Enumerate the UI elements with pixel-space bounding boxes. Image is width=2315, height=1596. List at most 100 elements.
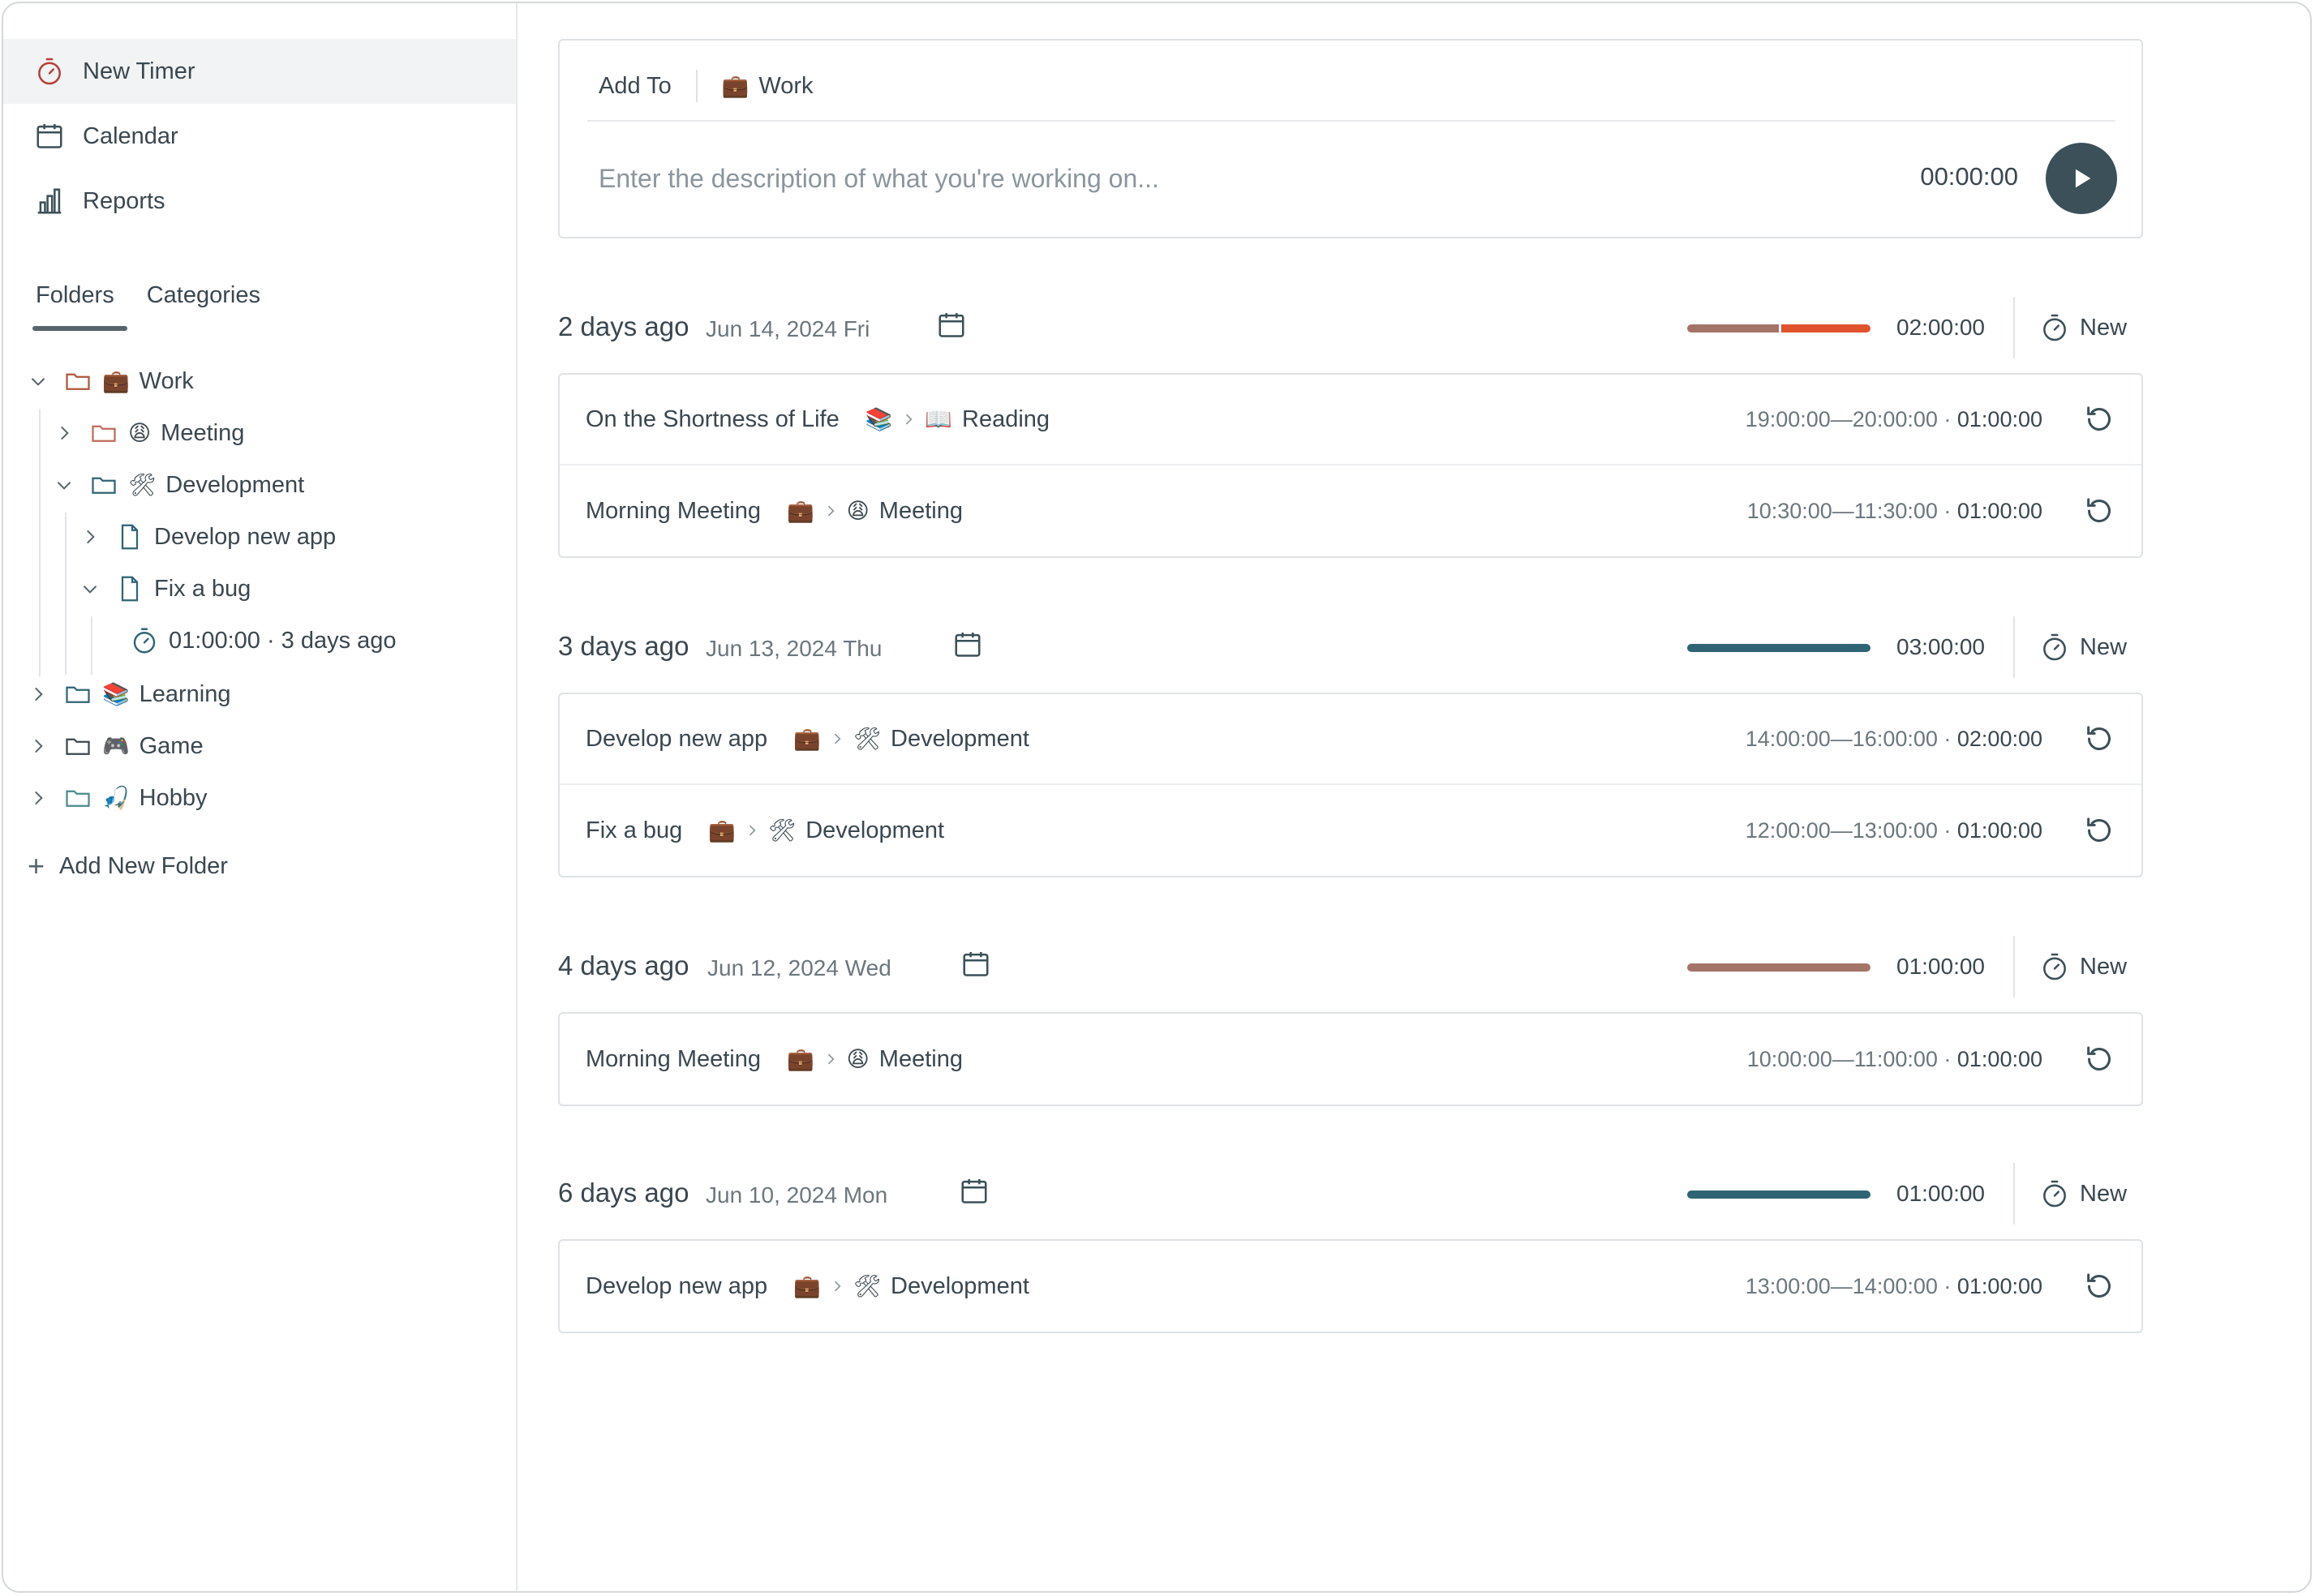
restart-icon[interactable] bbox=[2083, 814, 2115, 847]
chevron-right-icon bbox=[749, 825, 756, 836]
tree-folder-game[interactable]: 🎮 Game bbox=[28, 722, 204, 770]
restart-icon[interactable] bbox=[2083, 495, 2115, 527]
folder-icon bbox=[66, 738, 90, 755]
day-progress-bar bbox=[1687, 1191, 1870, 1199]
tree-folder-meeting[interactable]: 😩 Meeting bbox=[54, 409, 244, 457]
time-entry-row[interactable]: Develop new app 💼 🛠 Development 13:00:00—14:… bbox=[560, 1241, 2141, 1332]
entry-breadcrumb: 📚 📖 Reading bbox=[865, 406, 1050, 433]
entry-sub-emoji: 🛠 bbox=[853, 1274, 882, 1299]
entry-folder-emoji: 💼 bbox=[793, 1274, 821, 1299]
divider bbox=[695, 70, 698, 102]
chevron-down-icon[interactable] bbox=[79, 578, 101, 599]
entry-range: 19:00:00—20:00:00 bbox=[1745, 406, 1938, 431]
tree-timer-record[interactable]: 01:00:00 · 3 days ago bbox=[130, 616, 397, 665]
calendar-icon[interactable] bbox=[936, 310, 967, 341]
time-entry-list: Develop new app 💼 🛠 Development 13:00:00—14:… bbox=[558, 1239, 2143, 1333]
entry-folder-emoji: 💼 bbox=[793, 727, 821, 752]
entry-sub-label: Development bbox=[805, 817, 945, 843]
document-icon bbox=[121, 576, 139, 602]
day-date: Jun 10, 2024 Mon bbox=[706, 1182, 888, 1208]
description-input[interactable] bbox=[599, 154, 1815, 203]
tree-task-develop-new-app[interactable]: Develop new app bbox=[79, 513, 336, 561]
time-entry-row[interactable]: Fix a bug 💼 🛠 Development 12:00:00—13:00:00 … bbox=[560, 785, 2141, 876]
day-date: Jun 13, 2024 Thu bbox=[706, 636, 883, 661]
tab-categories[interactable]: Categories bbox=[146, 282, 260, 308]
new-timer-button[interactable]: New bbox=[2039, 629, 2127, 665]
start-timer-button[interactable] bbox=[2046, 143, 2117, 214]
chevron-right-icon[interactable] bbox=[28, 787, 49, 809]
chevron-down-icon[interactable] bbox=[54, 474, 75, 496]
time-entry-row[interactable]: Morning Meeting 💼 😩 Meeting 10:30:00—11:30:0… bbox=[560, 466, 2141, 556]
day-relative: 6 days ago bbox=[558, 1178, 689, 1208]
tree-folder-label: Hobby bbox=[139, 784, 208, 811]
calendar-icon[interactable] bbox=[959, 1176, 990, 1207]
restart-icon[interactable] bbox=[2083, 1043, 2115, 1075]
time-entry-row[interactable]: Develop new app 💼 🛠 Development 14:00:00—16:… bbox=[560, 694, 2141, 785]
new-timer-button[interactable]: New bbox=[2039, 1176, 2127, 1212]
add-to-selector[interactable]: Add To 💼 Work bbox=[599, 62, 814, 110]
calendar-icon[interactable] bbox=[960, 949, 991, 980]
new-label: New bbox=[2080, 633, 2128, 660]
entry-sub-emoji: 📖 bbox=[925, 407, 952, 432]
new-timer-button[interactable]: New bbox=[2039, 310, 2127, 345]
entry-time: 14:00:00—16:00:00 · 02:00:00 bbox=[1745, 726, 2042, 751]
nav-reports[interactable]: Reports bbox=[3, 169, 516, 234]
day-progress-bar bbox=[1687, 644, 1870, 652]
stopwatch-icon bbox=[2043, 1180, 2066, 1208]
chevron-right-icon[interactable] bbox=[28, 736, 49, 757]
tree-folder-development[interactable]: 🛠 Development bbox=[54, 461, 304, 509]
tree-guide bbox=[65, 513, 67, 675]
nav-new-timer[interactable]: New Timer bbox=[3, 39, 516, 104]
tree-folder-label: Learning bbox=[139, 680, 231, 707]
stopwatch-icon bbox=[2043, 953, 2066, 980]
entry-duration: 02:00:00 bbox=[1956, 726, 2042, 751]
entry-title: Develop new app bbox=[586, 1272, 768, 1299]
new-timer-button[interactable]: New bbox=[2039, 949, 2127, 985]
tree-folder-learning[interactable]: 📚 Learning bbox=[28, 670, 231, 719]
meeting-emoji: 😩 bbox=[128, 420, 152, 446]
chevron-down-icon[interactable] bbox=[28, 371, 49, 392]
tree-folder-work[interactable]: 💼 Work bbox=[28, 357, 194, 405]
day-total: 01:00:00 bbox=[1896, 954, 1985, 979]
progress-segment bbox=[1687, 1191, 1870, 1199]
add-new-folder-button[interactable]: + Add New Folder bbox=[28, 842, 228, 890]
chevron-right-icon[interactable] bbox=[54, 423, 75, 444]
tree-folder-hobby[interactable]: 🎣 Hobby bbox=[28, 774, 207, 822]
sidebar-tabs: Folders Categories bbox=[32, 279, 293, 336]
tree-timer-label: 01:00:00 · 3 days ago bbox=[169, 627, 397, 654]
day-progress-bar bbox=[1687, 963, 1870, 972]
folder-icon bbox=[66, 686, 90, 703]
restart-icon[interactable] bbox=[2083, 723, 2115, 755]
entry-range: 13:00:00—14:00:00 bbox=[1745, 1273, 1938, 1298]
stopwatch-icon bbox=[2043, 633, 2066, 661]
time-entry-row[interactable]: Morning Meeting 💼 😩 Meeting 10:00:00—11:00:0… bbox=[560, 1014, 2141, 1105]
tree-task-fix-a-bug[interactable]: Fix a bug bbox=[79, 564, 251, 613]
restart-icon[interactable] bbox=[2083, 1270, 2115, 1302]
chevron-right-icon[interactable] bbox=[79, 526, 101, 547]
tree-task-label: Fix a bug bbox=[154, 575, 251, 602]
entry-sub-label: Meeting bbox=[878, 497, 963, 524]
development-emoji: 🛠 bbox=[128, 473, 157, 498]
folder-icon bbox=[66, 790, 90, 807]
new-label: New bbox=[2080, 953, 2128, 980]
chevron-right-icon bbox=[906, 414, 913, 425]
day-total: 03:00:00 bbox=[1896, 634, 1985, 659]
hobby-emoji: 🎣 bbox=[102, 786, 130, 811]
document-icon bbox=[121, 524, 139, 550]
day-relative: 3 days ago bbox=[558, 631, 689, 661]
chevron-right-icon[interactable] bbox=[28, 684, 49, 705]
entry-duration: 01:00:00 bbox=[1956, 406, 2042, 431]
divider bbox=[587, 120, 2115, 122]
calendar-icon[interactable] bbox=[952, 629, 983, 660]
work-emoji: 💼 bbox=[102, 369, 130, 394]
chevron-right-icon bbox=[834, 733, 841, 744]
entry-breadcrumb: 💼 😩 Meeting bbox=[787, 498, 963, 525]
selected-folder-label: Work bbox=[758, 72, 814, 99]
tab-folders[interactable]: Folders bbox=[32, 279, 127, 336]
time-entry-row[interactable]: On the Shortness of Life 📚 📖 Reading 19:00:0… bbox=[560, 375, 2141, 466]
restart-icon[interactable] bbox=[2083, 403, 2115, 435]
time-entry-list: Develop new app 💼 🛠 Development 14:00:00—16:… bbox=[558, 693, 2143, 877]
entry-folder-emoji: 💼 bbox=[787, 499, 814, 524]
nav-calendar[interactable]: Calendar bbox=[3, 104, 516, 169]
tree-folder-label: Meeting bbox=[161, 419, 245, 446]
